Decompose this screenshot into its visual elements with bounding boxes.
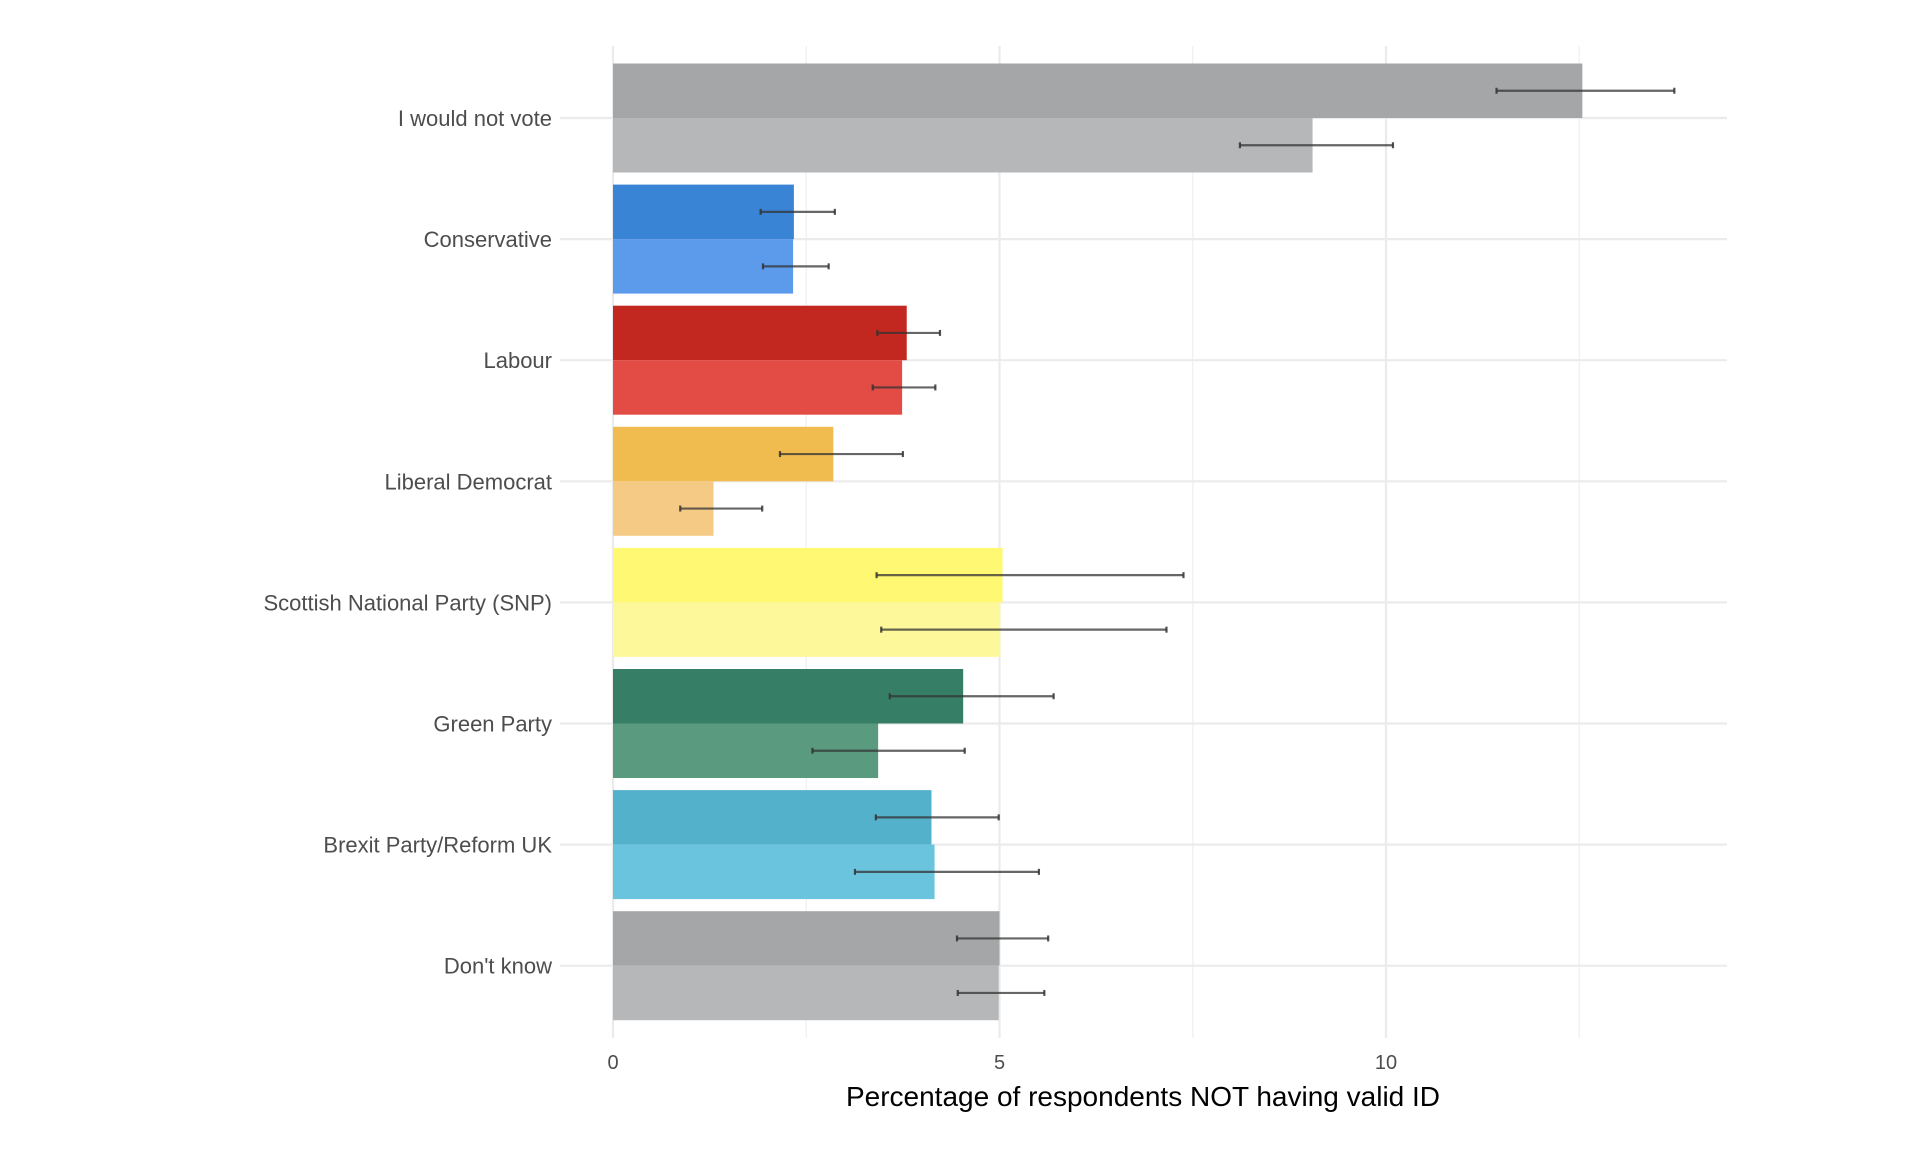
category-label: I would not vote	[398, 106, 552, 131]
bar-2-0	[613, 118, 1313, 173]
bar-1-0	[613, 63, 1583, 118]
category-label: Conservative	[424, 227, 552, 252]
y-axis-labels: I would not vote Conservative Labour Libera…	[263, 106, 552, 979]
x-tick-label: 0	[607, 1052, 618, 1074]
x-axis-title: Percentage of respondents NOT having val…	[846, 1081, 1440, 1112]
category-label: Don't know	[444, 954, 552, 979]
bar-2-2	[613, 360, 903, 415]
x-tick-label: 10	[1375, 1052, 1397, 1074]
category-label: Green Party	[433, 712, 552, 737]
bar-1-7	[613, 911, 1000, 966]
error-bars	[679, 87, 1676, 996]
bars	[613, 63, 1583, 1021]
category-label: Labour	[483, 348, 552, 373]
category-label: Liberal Democrat	[384, 469, 552, 494]
x-axis-ticks: 0 5 10	[607, 1052, 1397, 1074]
category-label: Scottish National Party (SNP)	[263, 590, 552, 615]
x-tick-label: 5	[994, 1052, 1005, 1074]
bar-1-2	[613, 305, 907, 361]
category-label: Brexit Party/Reform UK	[323, 833, 552, 858]
bar-2-7	[613, 965, 999, 1021]
